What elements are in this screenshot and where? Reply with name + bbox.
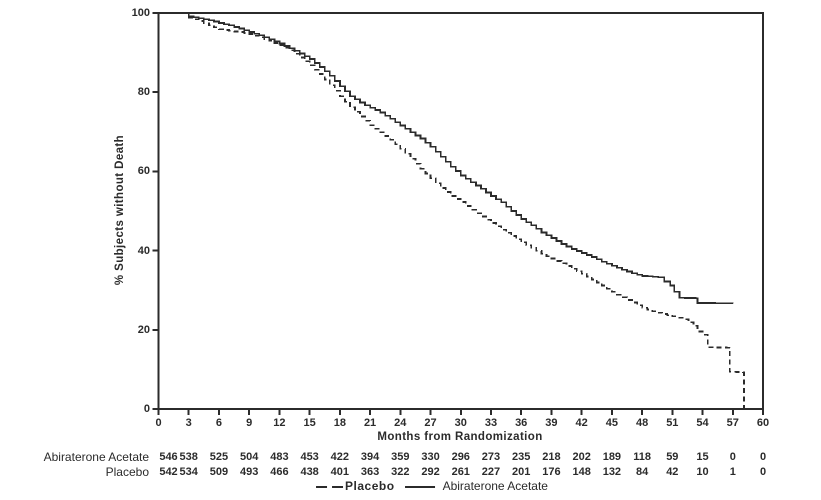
y-tick-label: 20 — [137, 323, 150, 336]
risk-count: 401 — [330, 466, 350, 478]
placebo-dashed-line-sample — [316, 485, 344, 488]
x-tick-label: 3 — [185, 417, 192, 429]
risk-row-label-abiraterone: Abiraterone Acetate — [43, 450, 149, 464]
x-axis-title: Months from Randomization — [377, 431, 543, 443]
y-tick-label: 0 — [143, 403, 150, 415]
abiraterone-curve — [158, 12, 734, 305]
risk-count: 466 — [270, 466, 289, 478]
risk-count: 292 — [421, 466, 440, 478]
abiraterone-solid-line-sample — [404, 485, 435, 488]
x-tick-label: 54 — [696, 417, 709, 429]
y-axis-title: % Subjects without Death — [114, 134, 126, 286]
risk-count: 363 — [360, 466, 380, 478]
risk-count: 542 — [159, 466, 178, 478]
risk-count: 0 — [729, 451, 736, 463]
survival-curves — [158, 12, 745, 409]
risk-count: 296 — [451, 451, 470, 463]
risk-count: 227 — [481, 466, 501, 478]
x-tick-label: 39 — [545, 417, 558, 429]
risk-count: 176 — [542, 466, 561, 478]
risk-count: 42 — [666, 466, 679, 478]
risk-count: 525 — [209, 451, 229, 463]
risk-count: 201 — [512, 466, 531, 478]
risk-count: 148 — [572, 466, 591, 478]
y-tick-label: 40 — [137, 244, 150, 257]
x-tick-label: 51 — [666, 417, 679, 429]
risk-count: 534 — [179, 466, 198, 478]
x-tick-label: 0 — [155, 417, 162, 429]
risk-count: 15 — [696, 451, 709, 463]
x-tick-label: 15 — [303, 417, 316, 429]
risk-count: 1 — [729, 466, 736, 478]
y-tick-label: 80 — [137, 86, 150, 99]
x-tick-label: 45 — [605, 417, 618, 429]
x-tick-label: 9 — [246, 417, 253, 429]
risk-count: 0 — [759, 466, 767, 478]
risk-count: 330 — [421, 451, 440, 463]
risk-row-label-placebo: Placebo — [105, 465, 149, 479]
x-tick-label: 30 — [454, 417, 467, 429]
x-tick-label: 57 — [726, 417, 739, 429]
risk-count: 438 — [300, 466, 319, 478]
risk-count: 132 — [602, 466, 622, 478]
x-tick-label: 33 — [484, 417, 498, 429]
x-tick-label: 48 — [635, 417, 649, 429]
legend-label-abiraterone: Abiraterone Acetate — [442, 479, 548, 493]
risk-count: 118 — [633, 451, 651, 463]
axis-tick-marks — [152, 12, 764, 415]
risk-count: 394 — [360, 451, 380, 463]
risk-count: 504 — [239, 451, 259, 463]
x-tick-label: 21 — [363, 417, 377, 429]
risk-count: 453 — [300, 451, 319, 463]
risk-count: 0 — [759, 451, 767, 463]
risk-count: 189 — [602, 451, 622, 463]
risk-count: 422 — [330, 451, 350, 463]
risk-count: 84 — [635, 466, 649, 478]
risk-count: 509 — [209, 466, 229, 478]
risk-count: 10 — [696, 466, 709, 478]
x-tick-label: 6 — [215, 417, 222, 429]
risk-count: 59 — [666, 451, 679, 463]
risk-count: 261 — [451, 466, 470, 478]
plot-border — [157, 12, 764, 410]
y-tick-label: 100 — [131, 7, 150, 19]
x-tick-label: 18 — [333, 417, 346, 429]
risk-count: 218 — [542, 451, 561, 463]
plot-frame — [157, 12, 764, 410]
placebo-curve — [158, 12, 745, 409]
x-tick-label: 24 — [394, 417, 407, 429]
x-tick-label: 27 — [424, 417, 437, 429]
legend-label-placebo: Placebo — [345, 479, 395, 493]
x-tick-label: 60 — [756, 417, 770, 429]
risk-count: 235 — [512, 451, 531, 463]
risk-count: 483 — [270, 451, 289, 463]
x-tick-label: 36 — [515, 417, 528, 429]
risk-count: 322 — [391, 466, 410, 478]
legend: Placebo Abiraterone Acetate — [316, 479, 548, 494]
x-tick-label: 42 — [575, 417, 588, 429]
risk-count: 538 — [179, 451, 198, 463]
y-tick-label: 60 — [137, 165, 150, 178]
risk-count: 546 — [159, 451, 178, 463]
risk-count: 359 — [391, 451, 410, 463]
risk-count: 202 — [572, 451, 591, 463]
risk-count: 273 — [481, 451, 501, 463]
x-tick-label: 12 — [273, 417, 286, 429]
risk-count: 493 — [239, 466, 259, 478]
